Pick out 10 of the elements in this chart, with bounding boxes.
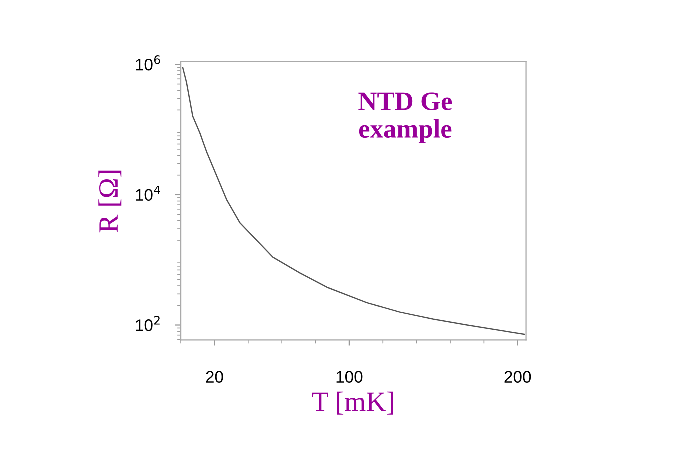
y-axis-title: R [Ω] [98, 170, 122, 233]
line-series [182, 67, 526, 336]
x-tick-label: 200 [504, 371, 532, 383]
annotation: NTD Ge example [358, 92, 452, 144]
x-tick-label: 100 [336, 371, 363, 383]
x-tick-label: 20 [206, 371, 224, 383]
x-axis-title: T [mK] [312, 392, 394, 415]
y-tick-label: 10$^{2}$ [136, 316, 160, 332]
y-tick-label: 10$^{6}$ [136, 56, 160, 71]
y-tick-label: 10$^{4}$ [136, 186, 160, 202]
